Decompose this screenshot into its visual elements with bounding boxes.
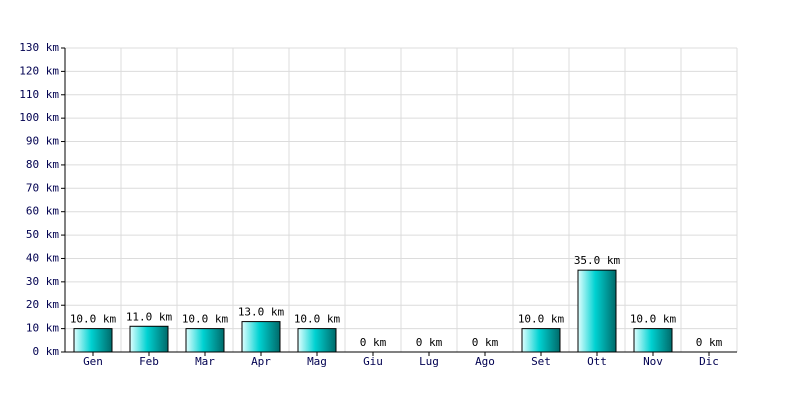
value-label: 10.0 km [294, 313, 341, 326]
x-tick-label: Apr [251, 355, 271, 368]
x-tick-label: Dic [699, 355, 719, 368]
y-tick-label: 60 km [26, 205, 59, 218]
x-tick-label: Mag [307, 355, 327, 368]
y-tick-label: 0 km [33, 345, 60, 358]
x-tick-label: Gen [83, 355, 103, 368]
bar [297, 328, 337, 353]
x-tick-label: Set [531, 355, 551, 368]
y-tick-label: 50 km [26, 228, 59, 241]
y-tick-label: 10 km [26, 322, 59, 335]
value-label: 10.0 km [182, 313, 229, 326]
y-tick-label: 20 km [26, 298, 59, 311]
value-label: 0 km [472, 336, 499, 349]
x-tick-label: Nov [643, 355, 663, 368]
value-label: 10.0 km [70, 313, 117, 326]
y-tick-label: 30 km [26, 275, 59, 288]
y-tick-label: 90 km [26, 135, 59, 148]
bar [129, 325, 169, 353]
y-tick-label: 70 km [26, 181, 59, 194]
y-tick-label: 40 km [26, 251, 59, 264]
value-label: 10.0 km [518, 313, 565, 326]
bar [633, 328, 673, 353]
value-label: 0 km [360, 336, 387, 349]
x-tick-label: Giu [363, 355, 383, 368]
y-tick-label: 130 km [19, 41, 59, 54]
y-tick-label: 120 km [19, 64, 59, 77]
x-tick-label: Lug [419, 355, 439, 368]
bar [185, 328, 225, 353]
value-label: 35.0 km [574, 254, 621, 267]
value-label: 11.0 km [126, 310, 173, 323]
x-tick-label: Ott [587, 355, 607, 368]
value-label: 0 km [416, 336, 443, 349]
y-tick-label: 110 km [19, 88, 59, 101]
bar [521, 328, 561, 353]
value-label: 0 km [696, 336, 723, 349]
y-tick-label: 80 km [26, 158, 59, 171]
x-tick-label: Mar [195, 355, 215, 368]
x-tick-label: Ago [475, 355, 495, 368]
y-tick-label: 100 km [19, 111, 59, 124]
bar [577, 269, 617, 353]
bar [73, 328, 113, 353]
x-tick-label: Feb [139, 355, 159, 368]
value-label: 13.0 km [238, 306, 285, 319]
value-label: 10.0 km [630, 313, 677, 326]
bar [241, 321, 281, 353]
